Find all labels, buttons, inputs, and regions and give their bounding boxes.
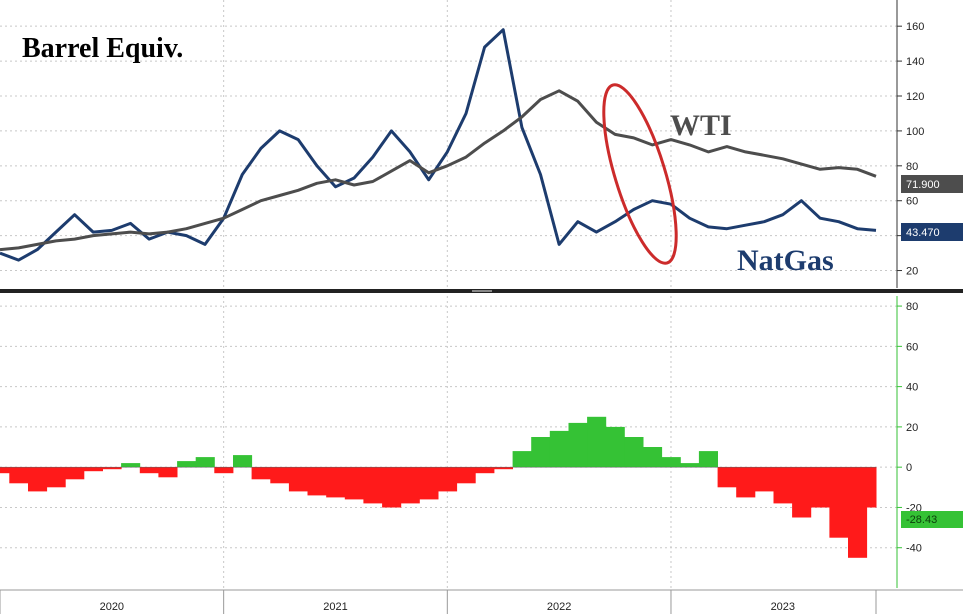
- spread-bar: [121, 463, 141, 468]
- spread-bar: [848, 467, 868, 558]
- spread-bar: [0, 467, 10, 474]
- panel-divider-handle[interactable]: [472, 290, 492, 292]
- spread-bar: [307, 467, 327, 496]
- spread-bar: [643, 447, 663, 468]
- top-y-tick-label: 80: [906, 161, 918, 173]
- spread-bar: [531, 437, 551, 468]
- spread-bar: [493, 467, 513, 470]
- spread-bar: [754, 467, 774, 492]
- bottom-y-tick-label: 40: [906, 382, 918, 394]
- spread-bar: [251, 467, 271, 480]
- spread-bar: [363, 467, 383, 504]
- spread-bar: [83, 467, 103, 472]
- spread-bar: [139, 467, 159, 474]
- spread-bar: [773, 467, 793, 504]
- spread-bar: [792, 467, 812, 518]
- last-value-tag-wti: 71.900: [901, 175, 963, 193]
- x-tick-label-2020: 2020: [100, 601, 124, 613]
- x-tick-label-2022: 2022: [547, 601, 571, 613]
- spread-bar: [717, 467, 737, 488]
- x-tick-label-2023: 2023: [771, 601, 795, 613]
- spread-bar: [158, 467, 178, 478]
- spread-bar: [102, 467, 122, 470]
- spread-bar: [344, 467, 364, 500]
- spread-bar: [680, 463, 700, 468]
- top-y-tick-label: 140: [906, 56, 924, 68]
- spread-bar: [419, 467, 439, 500]
- top-lines: [0, 28, 877, 262]
- bottom-bars: [0, 416, 877, 558]
- x-axis: 2020 2021 2022 2023: [0, 589, 963, 614]
- top-y-ticks: 20406080100120140160: [896, 0, 924, 288]
- spread-bar: [456, 467, 476, 484]
- spread-bar: [326, 467, 346, 498]
- svg-text:-28.43: -28.43: [906, 514, 937, 526]
- svg-text:43.470: 43.470: [906, 227, 940, 239]
- series-line-wti: [0, 89, 877, 252]
- spread-bar: [214, 467, 234, 474]
- spread-bar: [177, 461, 197, 468]
- last-value-tag-spread: -28.43: [901, 511, 963, 528]
- bottom-y-tick-label: 20: [906, 422, 918, 434]
- spread-bar: [475, 467, 495, 474]
- spread-bar: [382, 467, 402, 508]
- spread-bar: [233, 455, 253, 468]
- svg-text:71.900: 71.900: [906, 179, 940, 191]
- spread-bar: [28, 467, 48, 492]
- spread-bar: [46, 467, 66, 488]
- bottom-panel: -40 -20 0 20 40 60 80 -28.43: [0, 296, 963, 588]
- spread-bar: [624, 437, 644, 468]
- bottom-y-tick-label: 80: [906, 301, 918, 313]
- top-panel: 20 40 60 80 100 120 140 160 Barrel Equiv. WTI N…: [0, 0, 963, 588]
- bottom-grid: [0, 305, 897, 549]
- top-y-tick-label: 120: [906, 91, 924, 103]
- spread-bar: [698, 451, 718, 468]
- series-label-wti: WTI: [670, 109, 732, 142]
- spread-bar: [195, 457, 215, 468]
- top-grid: [0, 0, 897, 588]
- spread-bar: [661, 457, 681, 468]
- top-y-tick-label: 100: [906, 126, 924, 138]
- bottom-y-tick-label: 60: [906, 341, 918, 353]
- bottom-y-tick-label: -40: [906, 543, 922, 555]
- bottom-y-ticks: -40 -20 0 20 40 60 80: [896, 296, 922, 588]
- spread-bar: [438, 467, 458, 492]
- x-tick-label-2021: 2021: [323, 601, 347, 613]
- chart-title: Barrel Equiv.: [22, 33, 183, 64]
- spread-bar: [587, 416, 607, 468]
- series-label-natgas: NatGas: [737, 244, 834, 277]
- spread-bar: [400, 467, 420, 504]
- top-y-tick-label: 20: [906, 266, 918, 278]
- spread-bar: [512, 451, 532, 468]
- bottom-y-tick-label: 0: [906, 462, 912, 474]
- top-y-tick-label: 60: [906, 196, 918, 208]
- spread-bar: [65, 467, 85, 480]
- series-line-natgas: [0, 28, 877, 262]
- spread-bar: [549, 430, 569, 468]
- spread-bar: [810, 467, 830, 508]
- spread-bar: [736, 467, 756, 498]
- annotation-ellipse: [602, 83, 678, 265]
- last-value-tag-natgas: 43.470: [901, 223, 963, 241]
- spread-bar: [568, 422, 588, 468]
- spread-bar: [288, 467, 308, 492]
- spread-bar: [605, 426, 625, 468]
- top-y-tick-label: 160: [906, 21, 924, 33]
- bottom-y-tick-label: -20: [906, 502, 922, 514]
- spread-bar: [270, 467, 290, 484]
- spread-bar: [866, 467, 877, 508]
- spread-bar: [9, 467, 29, 484]
- spread-bar: [829, 467, 849, 538]
